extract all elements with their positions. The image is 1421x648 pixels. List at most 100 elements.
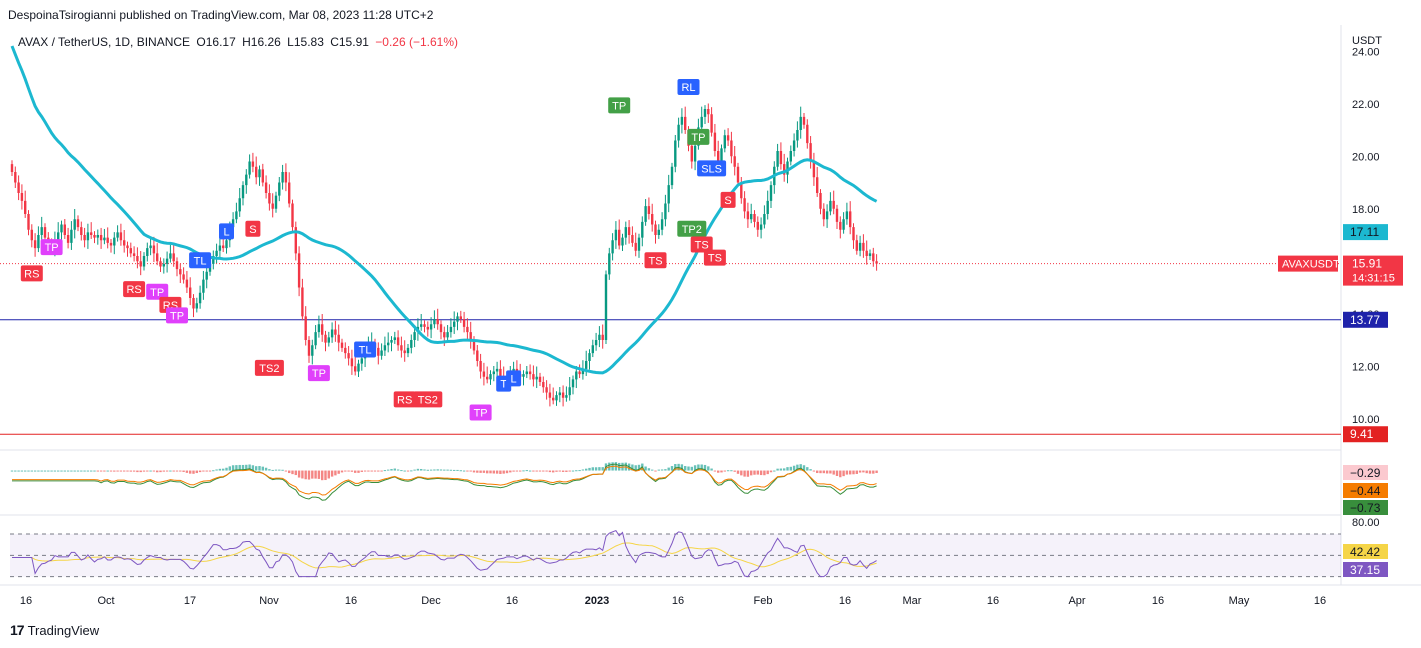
macd-histogram-bar bbox=[129, 470, 132, 472]
candle-body bbox=[637, 237, 641, 251]
candle-body bbox=[340, 342, 344, 348]
candle-body bbox=[132, 253, 136, 256]
candle-body bbox=[786, 161, 789, 175]
ohlc-high: H16.26 bbox=[242, 35, 281, 49]
candle-body bbox=[215, 250, 218, 256]
signal-badge-bg bbox=[690, 236, 713, 253]
signal-badge: TP bbox=[687, 128, 710, 145]
macd-histogram-bar bbox=[439, 469, 443, 471]
macd-histogram-bar bbox=[37, 470, 40, 472]
candle-body bbox=[433, 319, 436, 325]
candle-body bbox=[522, 374, 525, 377]
candle-body bbox=[802, 116, 806, 125]
macd-histogram-bar bbox=[80, 470, 83, 472]
signal-badge-bg bbox=[677, 220, 707, 237]
macd-histogram-bar bbox=[238, 464, 241, 471]
macd-histogram-bar bbox=[746, 470, 750, 477]
candle-body bbox=[591, 345, 594, 354]
support-price-tag-bg bbox=[1343, 426, 1388, 443]
candle-body bbox=[436, 319, 439, 325]
macd-histogram-bar bbox=[535, 470, 538, 472]
candle-body bbox=[159, 261, 162, 267]
candle-body bbox=[740, 182, 743, 199]
macd-histogram-bar bbox=[822, 470, 825, 474]
macd-histogram-bar bbox=[169, 470, 172, 472]
candle-body bbox=[670, 166, 674, 186]
signal-badge: TP2 bbox=[677, 220, 707, 237]
macd-histogram-bar bbox=[354, 470, 357, 473]
candle-body bbox=[759, 224, 763, 230]
x-tick-label: 16 bbox=[20, 595, 32, 607]
macd-histogram-bar bbox=[753, 470, 756, 475]
macd-histogram-bar bbox=[90, 470, 93, 472]
signal-badge: TP bbox=[608, 97, 631, 114]
candle-body bbox=[218, 245, 222, 251]
candle-body bbox=[459, 316, 462, 319]
macd-histogram-bar bbox=[370, 470, 373, 472]
macd-histogram-bar bbox=[198, 470, 202, 473]
candle-body bbox=[865, 250, 868, 256]
macd-histogram-bar bbox=[479, 470, 482, 473]
macd-value-tag: −0.73 bbox=[1350, 501, 1381, 515]
candle-body bbox=[763, 214, 766, 225]
x-tick-label: 16 bbox=[506, 595, 518, 607]
candle-body bbox=[288, 182, 291, 204]
candle-body bbox=[324, 334, 327, 343]
macd-histogram-bar bbox=[462, 470, 466, 472]
macd-histogram-bar bbox=[618, 462, 621, 471]
macd-histogram-bar bbox=[136, 470, 139, 473]
candle-body bbox=[819, 193, 822, 209]
macd-histogram-bar bbox=[565, 470, 568, 472]
footer-brand[interactable]: 17 TradingView bbox=[10, 622, 99, 638]
support-price-tag-bg bbox=[1343, 311, 1388, 328]
macd-histogram-bar bbox=[436, 469, 439, 471]
x-tick-label: 16 bbox=[1152, 595, 1164, 607]
candle-body bbox=[37, 235, 40, 249]
macd-histogram-bar bbox=[799, 464, 802, 471]
macd-histogram-bar bbox=[139, 470, 142, 473]
candle-body bbox=[799, 116, 802, 130]
macd-histogram-bar bbox=[786, 467, 789, 471]
macd-histogram-bar bbox=[175, 470, 179, 472]
candle-body bbox=[251, 161, 255, 167]
macd-histogram-bar bbox=[377, 470, 380, 472]
macd-histogram-bar bbox=[456, 469, 459, 471]
candle-body bbox=[57, 232, 60, 241]
signal-badge-bg bbox=[469, 404, 492, 421]
signal-badge: RL bbox=[677, 79, 700, 95]
candle-body bbox=[855, 240, 858, 251]
candle-body bbox=[403, 350, 406, 354]
last-price-countdown: 14:31:15 bbox=[1352, 273, 1395, 285]
macd-histogram-bar bbox=[489, 470, 492, 474]
candle-body bbox=[601, 334, 604, 340]
candle-body bbox=[350, 358, 354, 367]
macd-histogram-bar bbox=[505, 470, 509, 474]
macd-histogram-bar bbox=[644, 466, 647, 471]
symbol-title[interactable]: AVAX / TetherUS, 1D, BINANCE bbox=[18, 35, 191, 49]
candle-body bbox=[726, 135, 730, 141]
macd-histogram-bar bbox=[829, 470, 832, 474]
candle-body bbox=[205, 271, 208, 280]
macd-histogram-bar bbox=[185, 470, 189, 473]
candle-body bbox=[383, 345, 387, 351]
macd-histogram-bar bbox=[212, 470, 215, 472]
macd-histogram-bar bbox=[806, 467, 809, 471]
candle-body bbox=[657, 229, 660, 235]
candle-body bbox=[581, 368, 585, 375]
candle-body bbox=[225, 240, 228, 249]
candle-body bbox=[40, 227, 43, 235]
candle-body bbox=[664, 203, 667, 220]
macd-histogram-bar bbox=[796, 464, 799, 471]
candle-body bbox=[261, 169, 264, 183]
candle-body bbox=[347, 353, 350, 359]
macd-histogram-bar bbox=[393, 468, 396, 471]
macd-histogram-bar bbox=[809, 469, 812, 471]
x-tick-label: 16 bbox=[672, 595, 684, 607]
candle-body bbox=[453, 321, 456, 327]
macd-histogram-bar bbox=[367, 470, 370, 472]
rsi-value-tag-bg bbox=[1343, 562, 1388, 577]
macd-value-tag-bg bbox=[1343, 483, 1388, 498]
candle-body bbox=[175, 261, 179, 270]
moving-average-line bbox=[10, 45, 878, 375]
